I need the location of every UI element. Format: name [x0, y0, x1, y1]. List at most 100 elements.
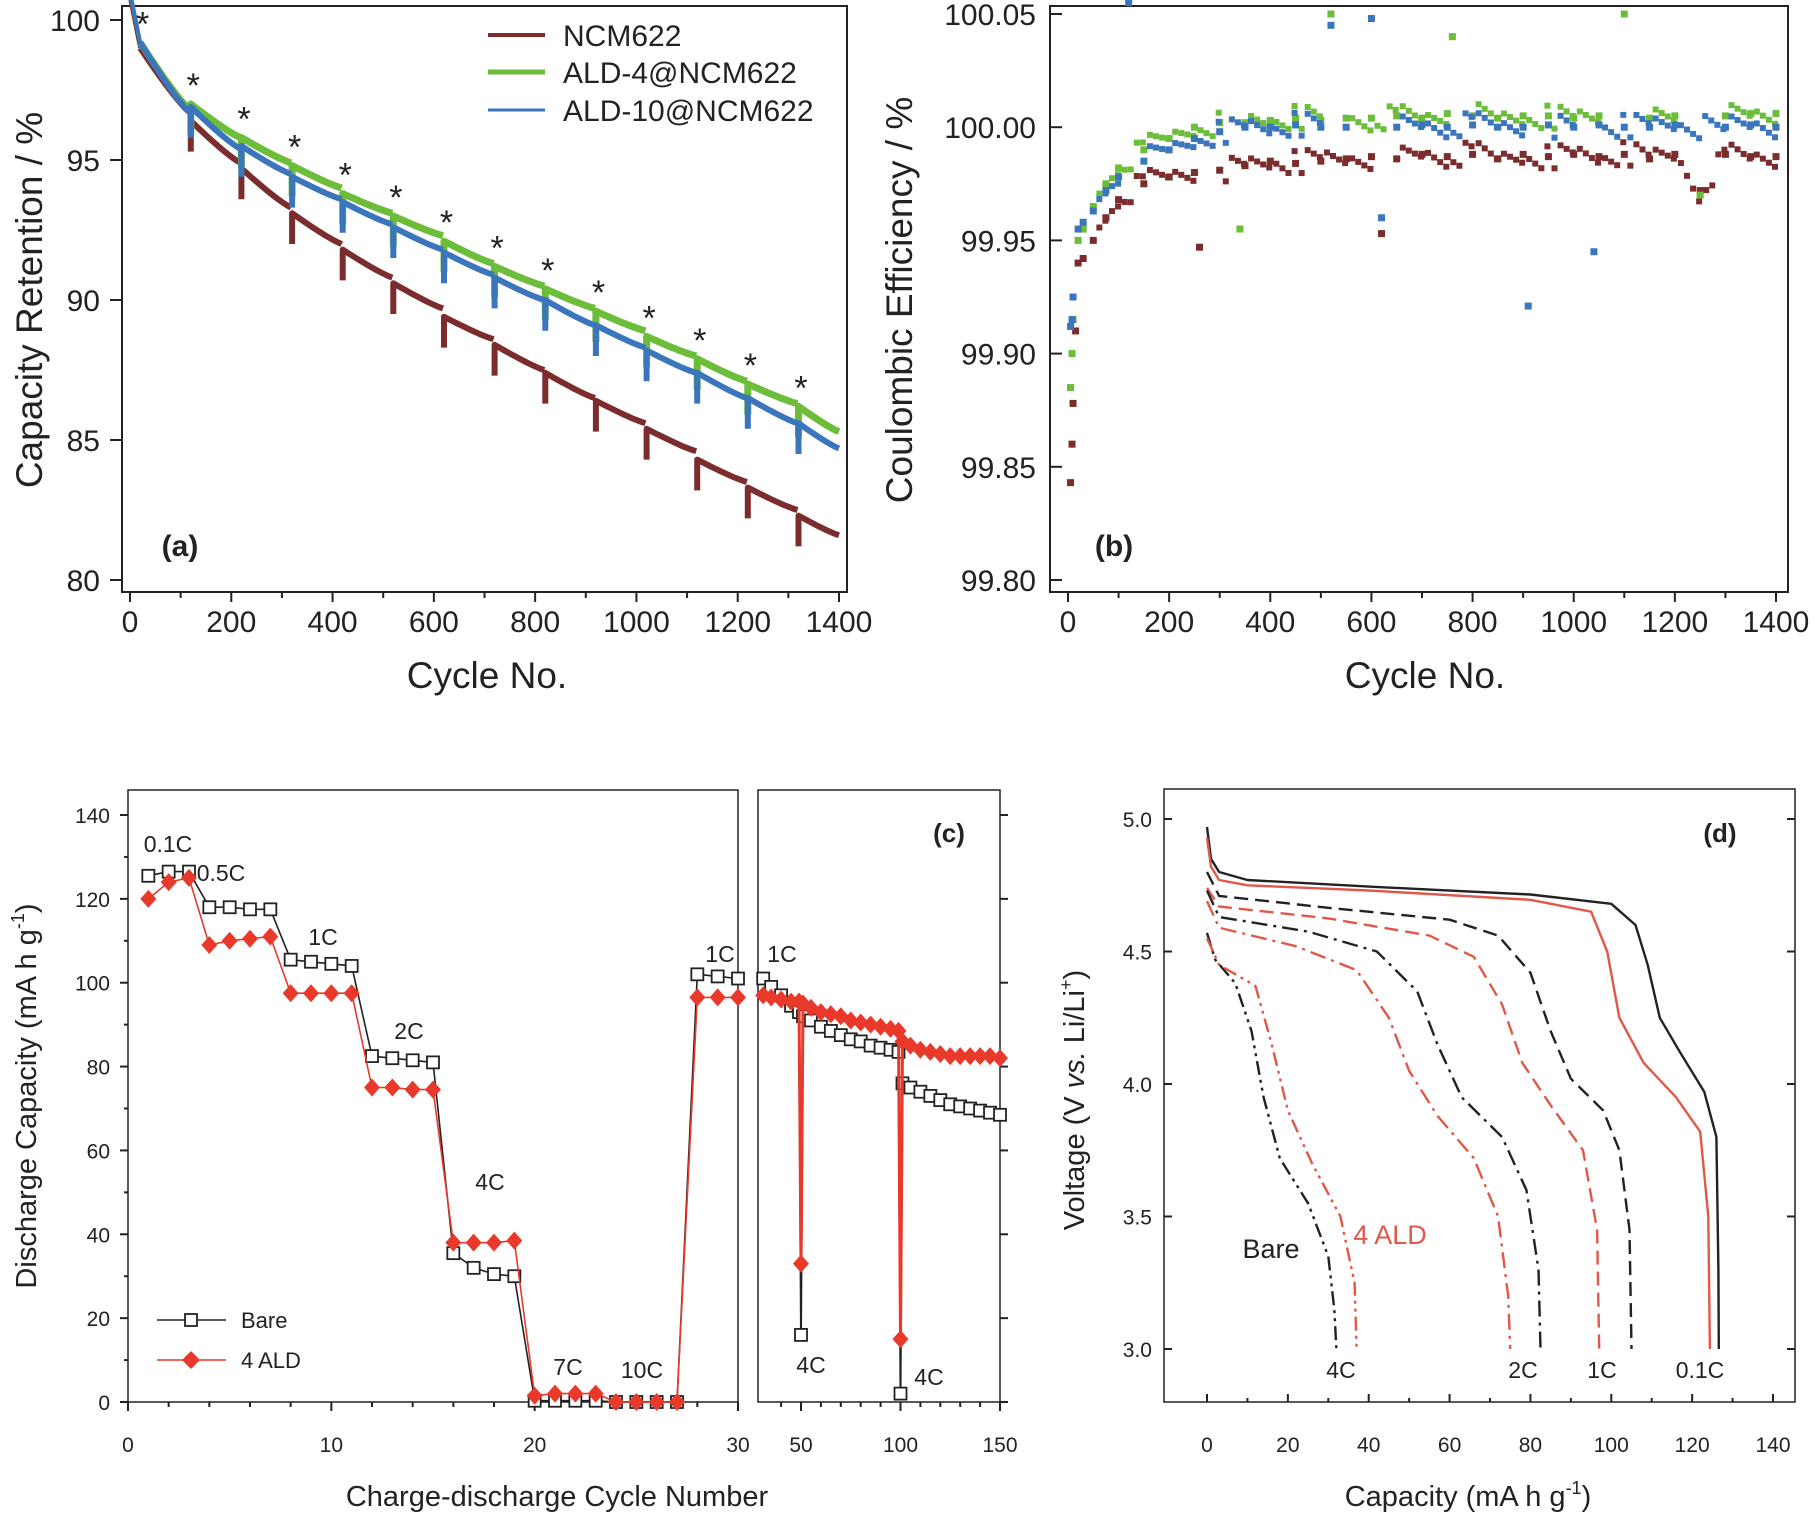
data-point-square	[365, 1049, 379, 1063]
data-point	[1721, 150, 1729, 158]
data-point	[1721, 112, 1729, 120]
panel-c-legend: Bare 4 ALD	[157, 1308, 301, 1373]
data-point	[1652, 146, 1659, 153]
rate-label: 7C	[553, 1354, 582, 1380]
data-point	[1342, 160, 1349, 167]
series-segment	[187, 103, 242, 152]
asterisk-annotation: *	[339, 157, 352, 195]
data-point	[1316, 154, 1323, 161]
data-point	[1468, 113, 1475, 120]
data-point	[1125, 0, 1133, 7]
curve-Bare-2C	[1205, 890, 1542, 1350]
y-tick-label: 4.5	[1123, 942, 1152, 965]
data-point	[1392, 106, 1399, 113]
data-point	[1285, 125, 1292, 132]
data-point	[1342, 123, 1350, 131]
data-point-square	[893, 1386, 908, 1401]
data-point	[1216, 166, 1224, 174]
data-point	[1096, 196, 1103, 203]
x-tick-label: 400	[1245, 606, 1295, 639]
data-point-square	[141, 868, 156, 883]
asterisk-annotation: *	[642, 299, 655, 337]
data-point	[1380, 126, 1387, 133]
y-tick-label: 85	[67, 425, 100, 458]
data-point	[1139, 173, 1146, 180]
data-point	[1645, 151, 1652, 158]
data-point-diamond	[486, 1233, 502, 1252]
data-point	[1140, 146, 1148, 154]
data-point	[1146, 131, 1153, 138]
data-point	[1703, 187, 1710, 194]
data-point	[1079, 225, 1087, 233]
series-line	[147, 876, 738, 1403]
data-point-square	[487, 1267, 501, 1282]
panel-d-label: (d)	[1703, 818, 1736, 848]
panel-d-ylabel-end: )	[1059, 970, 1091, 980]
y-tick-label: 99.95	[961, 225, 1036, 258]
data-point	[1734, 117, 1741, 124]
data-point	[1608, 129, 1615, 136]
data-point	[1595, 121, 1603, 129]
series-segment	[795, 420, 841, 454]
data-point	[1393, 155, 1401, 163]
curve-4-ALD-1C	[1205, 887, 1601, 1350]
series-segment	[744, 380, 799, 415]
data-point	[1260, 126, 1267, 133]
data-point	[1349, 115, 1356, 122]
y-tick-label: 80	[67, 565, 100, 598]
data-point	[1652, 115, 1659, 122]
data-point	[1425, 112, 1432, 119]
data-point	[1437, 159, 1444, 166]
data-point-diamond	[282, 984, 299, 1003]
data-point	[1367, 127, 1374, 134]
data-point	[1765, 159, 1772, 166]
data-point	[1418, 114, 1426, 122]
data-point	[1563, 117, 1570, 124]
data-point	[1696, 187, 1704, 195]
x-tick-label: 1000	[1540, 606, 1607, 639]
data-point	[1291, 148, 1298, 155]
data-point-diamond	[982, 1047, 999, 1066]
series-segment	[643, 332, 698, 368]
data-point	[1159, 134, 1166, 141]
x-tick-label: 140	[1755, 1434, 1790, 1457]
y-tick-label: 140	[75, 805, 110, 828]
data-point	[1146, 166, 1153, 173]
data-point	[1557, 142, 1564, 149]
y-tick-label: 90	[67, 285, 100, 318]
series-segment	[542, 369, 596, 404]
panel-d-xlabel-sup: -1	[1566, 1478, 1582, 1498]
data-point	[1671, 150, 1679, 158]
data-point-diamond	[587, 1384, 604, 1403]
data-point	[1526, 155, 1533, 162]
data-point	[1074, 225, 1082, 233]
data-point	[1215, 118, 1222, 125]
x-tick-label: 800	[1448, 606, 1498, 639]
panel-c-xlabel: Charge-discharge Cycle Number	[346, 1481, 769, 1513]
data-point	[1544, 153, 1552, 161]
data-point	[1753, 120, 1760, 127]
x-tick-label: 60	[1438, 1434, 1461, 1457]
rate-label: 4C	[796, 1352, 825, 1378]
x-tick-label: 0	[1060, 606, 1077, 639]
data-point	[1361, 123, 1368, 130]
data-point	[1133, 139, 1140, 146]
curve-4-ALD-0.1C	[1205, 837, 1712, 1350]
y-tick-label: 3.0	[1123, 1339, 1152, 1362]
data-point	[1487, 110, 1494, 117]
data-point	[1342, 155, 1350, 163]
rate-label: 10C	[621, 1357, 663, 1383]
data-point	[1696, 198, 1703, 205]
data-point	[1190, 144, 1197, 151]
series-segment	[441, 249, 495, 284]
data-point	[1627, 162, 1634, 169]
data-point	[1431, 154, 1438, 161]
asterisk-annotation: *	[491, 229, 504, 267]
panel-c-ylabel: Discharge Capacity (mA h g-1)	[8, 903, 43, 1288]
y-tick-label: 99.90	[961, 339, 1036, 372]
data-point	[1291, 109, 1298, 116]
data-point	[1753, 108, 1760, 115]
data-point	[1089, 236, 1097, 244]
series-segment	[491, 262, 546, 298]
